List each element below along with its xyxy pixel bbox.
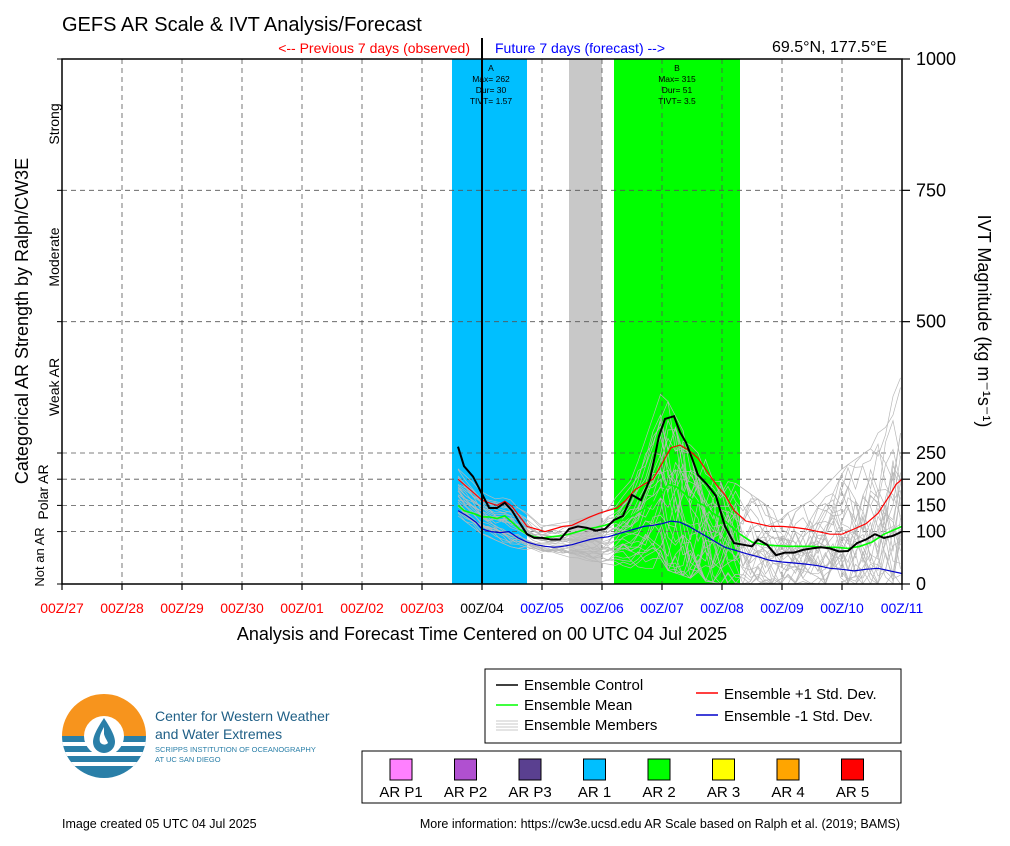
footer-info: More information: https://cw3e.ucsd.edu … — [420, 817, 900, 831]
legend-members-swatch — [496, 720, 518, 731]
cw3e-logo — [62, 694, 146, 778]
event-A-line-4: TIVT= 1.57 — [470, 96, 513, 106]
event-A-line-2: Max= 262 — [472, 74, 510, 84]
ar-legend-label: AR 5 — [836, 784, 869, 801]
ar-legend-box — [361, 750, 902, 804]
minus-sd-line — [457, 510, 903, 575]
y-axis-label-right: IVT Magnitude (kg m⁻¹s⁻¹) — [974, 215, 994, 428]
ar-legend: AR P1 AR P2 AR P3 AR 1 AR 2 AR 3 AR 4 AR 5 — [379, 758, 869, 801]
x-tick-label: 00Z/02 — [340, 600, 384, 616]
legend-mean-label: Ensemble Mean — [524, 697, 632, 714]
y-tick-label: 150 — [916, 495, 946, 515]
ar-legend-swatch — [518, 758, 542, 781]
category-weak: Weak AR — [46, 358, 62, 416]
ensemble-member-line — [457, 419, 901, 570]
x-tick-label: 00Z/09 — [760, 600, 804, 616]
ar-legend-label: AR P3 — [508, 784, 551, 801]
x-tick-label: 00Z/28 — [100, 600, 144, 616]
category-moderate: Moderate — [46, 227, 62, 286]
x-tick-label: 00Z/06 — [580, 600, 624, 616]
ensemble-member-line — [457, 504, 901, 586]
ensemble-member-line — [457, 419, 901, 549]
y-tick-label: 200 — [916, 469, 946, 489]
legend-plus-sd-label: Ensemble +1 Std. Dev. — [724, 686, 877, 703]
ar-legend-swatch — [583, 758, 606, 781]
plus-sd-line — [457, 444, 903, 535]
x-axis-label: Analysis and Forecast Time Centered on 0… — [237, 624, 727, 644]
ar-legend-label: AR 4 — [771, 784, 804, 801]
footer-created: Image created 05 UTC 04 Jul 2025 — [62, 817, 257, 831]
y-tick-label: 500 — [916, 312, 946, 332]
logo-line-3: SCRIPPS INSTITUTION OF OCEANOGRAPHY — [155, 745, 316, 754]
ensemble-member-line — [457, 452, 901, 583]
future-label: Future 7 days (forecast) --> — [495, 40, 665, 56]
logo-line-2: and Water Extremes — [155, 726, 282, 742]
event-A-line-3: Dur= 30 — [476, 85, 507, 95]
ensemble-member-line — [457, 448, 901, 555]
y-axis-label-left: Categorical AR Strength by Ralph/CW3E — [12, 158, 32, 484]
y-tick-label: 1000 — [916, 49, 956, 69]
x-tick-label: 00Z/30 — [220, 600, 264, 616]
event-A-line-1: A — [488, 63, 494, 73]
x-tick-label: 00Z/08 — [700, 600, 744, 616]
x-tick-label: 00Z/05 — [520, 600, 564, 616]
ar-legend-swatch — [454, 758, 477, 781]
ar-legend-label: AR 2 — [642, 784, 675, 801]
category-not-ar: Not an AR — [32, 527, 47, 586]
location-label: 69.5°N, 177.5°E — [772, 39, 887, 56]
logo-line-1: Center for Western Weather — [155, 708, 330, 724]
y-tick-label: 0 — [916, 574, 926, 594]
y-tick-label: 100 — [916, 522, 946, 542]
mean-line — [457, 483, 903, 550]
event-B-line-4: TIVT= 3.5 — [658, 96, 696, 106]
x-tick-label: 00Z/04 — [460, 600, 504, 616]
logo-line-4: AT UC SAN DIEGO — [155, 755, 221, 764]
y-tick-label: 250 — [916, 443, 946, 463]
ar-legend-label: AR P2 — [444, 784, 487, 801]
ar-legend-label: AR 3 — [707, 784, 740, 801]
event-B-line-3: Dur= 51 — [662, 85, 693, 95]
x-tick-label: 00Z/03 — [400, 600, 444, 616]
ensemble-member-line — [457, 512, 901, 585]
ar-legend-swatch — [647, 758, 671, 781]
y-tick-label: 750 — [916, 180, 946, 200]
x-tick-label: 00Z/11 — [881, 600, 924, 616]
x-tick-label: 00Z/10 — [820, 600, 864, 616]
ar-legend-swatch — [776, 758, 800, 781]
x-tick-label: 00Z/07 — [640, 600, 684, 616]
ensemble-legend: Ensemble Control Ensemble Mean Ensemble … — [484, 668, 902, 744]
ar-legend-label: AR 1 — [578, 784, 611, 801]
previous-label: <-- Previous 7 days (observed) — [278, 40, 470, 56]
x-tick-label: 00Z/27 — [40, 600, 84, 616]
x-tick-label: 00Z/01 — [280, 600, 324, 616]
event-B-line-2: Max= 315 — [658, 74, 696, 84]
category-strong: Strong — [46, 103, 62, 144]
control-line — [457, 414, 903, 557]
ensemble-member-line — [457, 387, 901, 528]
category-polar: Polar AR — [35, 464, 51, 519]
legend-minus-sd-label: Ensemble -1 Std. Dev. — [724, 708, 873, 725]
legend-control-label: Ensemble Control — [524, 677, 643, 694]
grid-lines — [62, 59, 902, 584]
ensemble-member-line — [457, 377, 901, 534]
ar-legend-swatch — [389, 758, 413, 781]
legend-members-label: Ensemble Members — [524, 717, 657, 734]
ar-legend-swatch — [712, 758, 735, 781]
ensemble-legend-box — [484, 668, 902, 744]
series-lines — [457, 414, 903, 575]
ar-legend-swatch — [841, 758, 864, 781]
chart-title: GEFS AR Scale & IVT Analysis/Forecast — [62, 14, 422, 36]
ar-legend-label: AR P1 — [379, 784, 422, 801]
x-tick-label: 00Z/29 — [160, 600, 204, 616]
ensemble-member-line — [457, 425, 901, 547]
axes: 0 100 150 200 250 500 750 1000 00Z/27 00Z/28 00Z/2… — [40, 49, 956, 616]
ensemble-members — [457, 377, 901, 586]
event-B-line-1: B — [674, 63, 680, 73]
